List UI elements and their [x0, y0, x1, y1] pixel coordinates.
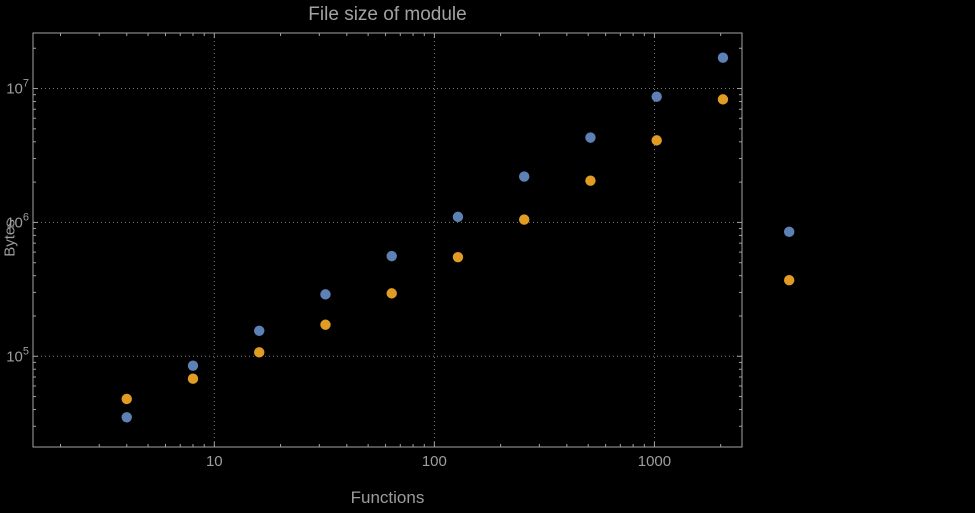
x-axis-label: Functions	[350, 488, 425, 507]
data-point-series-2	[717, 94, 729, 105]
data-point-series-2	[386, 288, 397, 299]
data-point-series-1	[585, 132, 596, 143]
data-point-series-2	[651, 135, 662, 146]
data-point-series-1	[783, 226, 795, 238]
y-axis-label: Bytes	[1, 219, 19, 257]
data-point-series-2	[187, 373, 199, 384]
data-point-series-2	[783, 275, 795, 286]
data-point-series-1	[320, 289, 331, 300]
data-point-series-2	[452, 251, 464, 263]
x-tick-label: 100	[422, 453, 447, 470]
data-point-series-1	[187, 360, 199, 371]
data-point-series-2	[121, 393, 132, 405]
data-point-series-1	[717, 52, 729, 63]
data-point-series-1	[254, 325, 265, 336]
data-point-series-1	[651, 91, 662, 102]
y-tick-label: 106	[6, 211, 29, 231]
chart-title: File size of module	[308, 4, 467, 25]
plot-frame	[32, 32, 743, 448]
data-point-series-2	[519, 214, 530, 225]
x-tick-label: 1000	[638, 453, 671, 470]
data-point-series-2	[254, 347, 265, 358]
x-tick-label: 10	[206, 453, 223, 470]
data-point-series-1	[452, 211, 464, 223]
data-point-series-2	[320, 319, 331, 330]
y-tick-label: 107	[6, 78, 29, 98]
data-point-series-1	[121, 412, 132, 423]
data-point-series-1	[519, 171, 530, 182]
y-tick-label: 105	[6, 345, 29, 365]
data-point-series-1	[386, 250, 397, 262]
data-point-series-2	[585, 175, 596, 186]
